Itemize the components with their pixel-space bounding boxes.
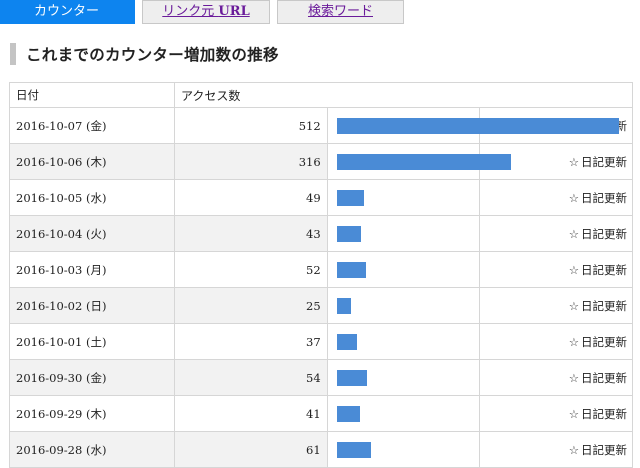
row-access-count: 316 xyxy=(174,143,328,180)
row-diary-update[interactable]: ☆日記更新 xyxy=(479,215,633,252)
table-row: 2016-10-04 (火) 43 ☆ 日記更新 xyxy=(9,215,633,252)
row-bar-cell xyxy=(326,395,481,432)
row-bar-cell xyxy=(326,251,481,288)
row-diary-update[interactable]: ☆日記更新 xyxy=(479,359,633,396)
access-bar xyxy=(336,153,511,170)
star-outline-icon: ☆ xyxy=(568,190,579,205)
table-row: 2016-09-29 (木) 41 ☆ 日記更新 xyxy=(9,395,633,432)
row-date: 2016-10-03 (月) xyxy=(9,251,175,288)
row-access-count: 54 xyxy=(174,359,328,396)
diary-update-link[interactable]: 日記更新 xyxy=(581,442,627,457)
row-date: 2016-10-05 (水) xyxy=(9,179,175,216)
tab-bar: カウンター リンク元 URL 検索ワード xyxy=(0,0,640,25)
tab-referrer-url[interactable]: リンク元 URL xyxy=(142,0,270,24)
row-date: 2016-10-01 (土) xyxy=(9,323,175,360)
row-diary-update[interactable]: ☆日記更新 xyxy=(479,179,633,216)
page-title: これまでのカウンター増加数の推移 xyxy=(26,46,279,64)
access-bar xyxy=(336,405,360,422)
access-bar xyxy=(336,189,364,206)
column-header-date: 日付 xyxy=(9,82,175,108)
table-header-row: 日付 アクセス数 xyxy=(9,82,633,108)
row-bar-cell xyxy=(326,323,481,360)
diary-update-link[interactable]: 日記更新 xyxy=(581,298,627,313)
table-row: 2016-10-02 (日) 25 ☆ 日記更新 xyxy=(9,287,633,324)
row-access-count: 25 xyxy=(174,287,328,324)
row-date: 2016-09-29 (木) xyxy=(9,395,175,432)
row-diary-update[interactable]: ☆日記更新 xyxy=(479,251,633,288)
row-bar-cell xyxy=(326,287,481,324)
table-row: 2016-09-30 (金) 54 ☆ 日記更新 xyxy=(9,359,633,396)
access-bar xyxy=(336,261,366,278)
row-date: 2016-10-06 (木) xyxy=(9,143,175,180)
row-bar-cell xyxy=(326,107,619,144)
access-bar xyxy=(336,225,361,242)
row-access-count: 61 xyxy=(174,431,328,468)
row-access-count: 49 xyxy=(174,179,328,216)
tab-search-words[interactable]: 検索ワード xyxy=(277,0,404,24)
star-outline-icon: ☆ xyxy=(568,262,579,277)
row-bar-cell xyxy=(326,215,481,252)
access-bar xyxy=(336,369,367,386)
access-bar xyxy=(336,117,619,134)
row-date: 2016-09-28 (水) xyxy=(9,431,175,468)
row-access-count: 41 xyxy=(174,395,328,432)
row-access-count: 512 xyxy=(174,107,328,144)
row-bar-cell xyxy=(326,431,481,468)
star-outline-icon: ☆ xyxy=(568,406,579,421)
table-row: 2016-10-07 (金)512☆日記更新 xyxy=(9,107,633,144)
diary-update-link[interactable]: 日記更新 xyxy=(581,334,627,349)
column-header-access: アクセス数 xyxy=(174,82,633,108)
diary-update-link[interactable]: 日記更新 xyxy=(581,370,627,385)
table-row: 2016-10-01 (土) 37 ☆ 日記更新 xyxy=(9,323,633,360)
diary-update-link[interactable]: 日記更新 xyxy=(581,154,627,169)
access-bar xyxy=(336,297,351,314)
star-outline-icon: ☆ xyxy=(568,226,579,241)
table-row: 2016-10-06 (木) 316 ☆ 日記更新 xyxy=(9,143,633,180)
row-bar-cell xyxy=(326,359,481,396)
star-outline-icon: ☆ xyxy=(568,334,579,349)
heading-marker xyxy=(10,43,16,65)
row-bar-cell xyxy=(326,143,511,180)
row-diary-update[interactable]: ☆日記更新 xyxy=(479,323,633,360)
row-bar-cell xyxy=(326,179,481,216)
row-date: 2016-10-04 (火) xyxy=(9,215,175,252)
access-bar xyxy=(336,333,357,350)
star-outline-icon: ☆ xyxy=(568,370,579,385)
row-diary-update[interactable]: ☆日記更新 xyxy=(479,395,633,432)
tab-referrer-url-label: URL xyxy=(218,4,250,19)
row-date: 2016-09-30 (金) xyxy=(9,359,175,396)
star-outline-icon: ☆ xyxy=(568,298,579,313)
diary-update-link[interactable]: 日記更新 xyxy=(581,190,627,205)
row-diary-update[interactable]: ☆日記更新 xyxy=(479,431,633,468)
counter-table: 日付 アクセス数 2016-10-07 (金)512☆日記更新2016-10-0… xyxy=(9,82,633,468)
diary-update-link[interactable]: 日記更新 xyxy=(581,262,627,277)
table-row: 2016-09-28 (水) 61 ☆ 日記更新 xyxy=(9,431,633,468)
tab-counter[interactable]: カウンター xyxy=(0,0,135,24)
diary-update-link[interactable]: 日記更新 xyxy=(581,406,627,421)
table-row: 2016-10-05 (水) 49 ☆ 日記更新 xyxy=(9,179,633,216)
row-date: 2016-10-07 (金) xyxy=(9,107,175,144)
row-diary-update[interactable]: ☆日記更新 xyxy=(479,287,633,324)
star-outline-icon: ☆ xyxy=(568,154,579,169)
tab-referrer-label: リンク元 xyxy=(162,4,219,19)
table-row: 2016-10-03 (月) 52 ☆ 日記更新 xyxy=(9,251,633,288)
row-access-count: 37 xyxy=(174,323,328,360)
star-outline-icon: ☆ xyxy=(568,442,579,457)
row-access-count: 43 xyxy=(174,215,328,252)
diary-update-link[interactable]: 日記更新 xyxy=(581,226,627,241)
row-access-count: 52 xyxy=(174,251,328,288)
access-bar xyxy=(336,441,371,458)
row-date: 2016-10-02 (日) xyxy=(9,287,175,324)
section-heading: これまでのカウンター増加数の推移 xyxy=(10,42,279,66)
